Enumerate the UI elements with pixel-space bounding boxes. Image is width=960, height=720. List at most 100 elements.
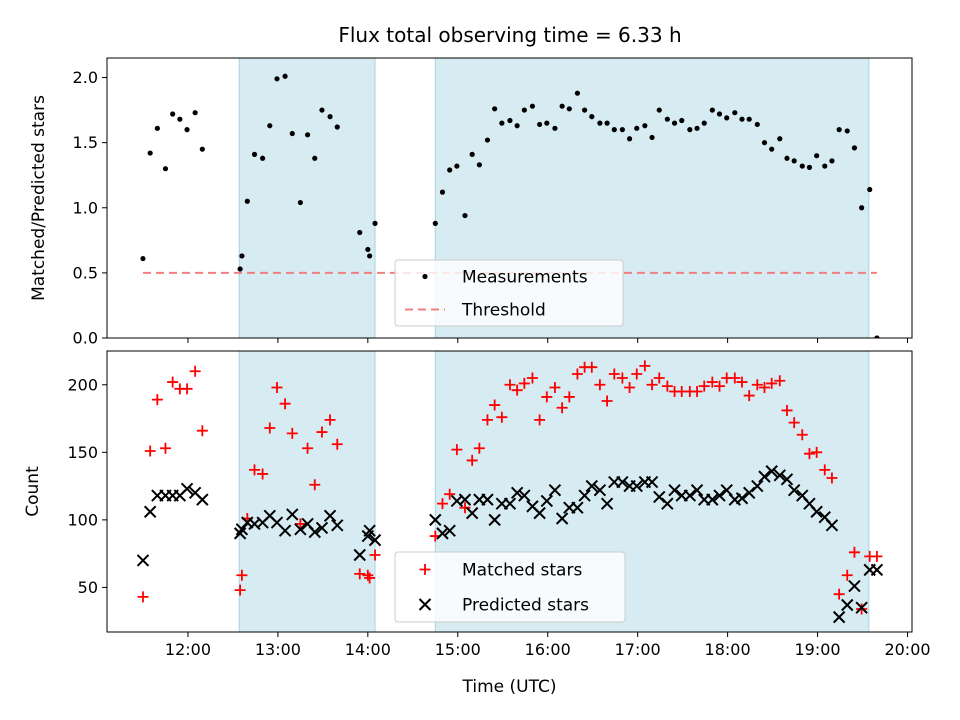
predicted-star-point [315, 521, 329, 535]
matched-star-point [541, 391, 553, 403]
matched-star-point [766, 377, 778, 389]
x-tick-label: 20:00 [884, 640, 930, 659]
matched-star-point [803, 448, 815, 460]
matched-star-point [309, 479, 321, 491]
measurement-point [709, 107, 715, 113]
predicted-star-point [593, 483, 607, 497]
predicted-star-point [143, 505, 157, 518]
legend-marker-x [418, 598, 432, 611]
measurement-point [184, 127, 190, 133]
measurement-point [140, 255, 146, 262]
measurement-point [874, 335, 880, 338]
matched-star-point [504, 379, 516, 391]
y-tick-label: 200 [67, 375, 98, 394]
measurement-point [357, 229, 363, 236]
matched-star-point [571, 368, 583, 380]
matched-star-point [459, 502, 471, 514]
measurement-point [499, 120, 505, 126]
measurement-point [170, 111, 176, 117]
measurement-point [769, 146, 775, 152]
measurement-point [822, 163, 828, 169]
legend-marker-plus [419, 564, 431, 575]
measurement-point [656, 107, 662, 113]
legend-label: Predicted stars [462, 596, 589, 616]
predicted-star-point [645, 475, 659, 489]
matched-star-point [751, 379, 763, 391]
measurement-point [334, 124, 340, 130]
matched-star-point [774, 375, 786, 387]
predicted-star-point [458, 493, 472, 506]
matched-star-point [833, 588, 845, 600]
measurement-point [671, 120, 678, 126]
matched-star-point [594, 379, 606, 391]
measurement-point [289, 130, 295, 137]
measurement-point [814, 153, 820, 159]
measurement-point [372, 220, 378, 226]
predicted-star-point [810, 505, 823, 518]
matched-star-point [279, 398, 291, 410]
y-tick-label: 150 [67, 443, 98, 462]
measurement-point [829, 158, 835, 164]
matched-star-point [137, 591, 149, 603]
matched-star-point [616, 372, 628, 384]
matched-star-point [639, 360, 651, 372]
bottom-axes-frame [106, 350, 913, 633]
measurement-point [851, 145, 858, 151]
measurement-point [867, 186, 873, 193]
legend-label: Threshold [461, 301, 546, 321]
predicted-star-point [429, 513, 442, 527]
predicted-star-point [713, 489, 726, 502]
matched-star-point [624, 381, 636, 393]
matched-star-point [511, 384, 523, 396]
predicted-star-point [571, 501, 584, 514]
measurement-point [312, 155, 318, 161]
predicted-star-point [555, 512, 569, 525]
measurement-point [439, 189, 446, 195]
measurement-point [844, 128, 850, 134]
matched-star-point [586, 361, 598, 373]
measurement-point [365, 246, 371, 253]
predicted-star-point [136, 554, 150, 567]
measurement-point [521, 107, 527, 113]
measurement-point [274, 76, 280, 82]
predicted-star-point [548, 483, 562, 497]
predicted-star-point [758, 470, 771, 483]
top-x-ticks [187, 338, 909, 343]
matched-star-point [234, 584, 246, 596]
predicted-star-point [870, 563, 884, 577]
y-tick-label: 50 [78, 578, 98, 597]
x-tick-label: 19:00 [795, 640, 841, 659]
predicted-star-point [765, 465, 778, 478]
measurement-point [154, 125, 160, 131]
matched-star-point [249, 464, 261, 476]
predicted-star-point [481, 493, 494, 506]
shaded-band-1 [238, 57, 376, 339]
bottom-y-ticks: 50 100 150 200 [67, 375, 107, 597]
bottom-y-axis-label: Count [23, 466, 43, 517]
bottom-legend: Matched stars Predicted stars [394, 551, 626, 623]
measurement-point [552, 125, 558, 131]
measurement-point [529, 103, 536, 109]
predicted-star-point [363, 524, 376, 537]
matched-star-point [316, 426, 328, 438]
measurement-point [604, 120, 610, 126]
measurement-point [237, 266, 243, 272]
predicted-star-point [683, 489, 697, 502]
measurement-point [619, 127, 625, 133]
predicted-star-point [180, 482, 194, 496]
matched-star-point [466, 454, 478, 466]
measurement-point [761, 140, 768, 146]
predicted-star-point [848, 579, 861, 593]
measurement-point [454, 163, 460, 169]
predicted-star-point [841, 598, 854, 612]
predicted-star-point [443, 524, 456, 537]
predicted-star-point [233, 527, 247, 540]
measurement-point [492, 106, 498, 112]
predicted-star-point [294, 523, 307, 536]
measurement-point [859, 205, 865, 211]
measurement-point [260, 155, 266, 161]
predicted-star-point [436, 527, 449, 540]
matched-star-point [631, 368, 643, 380]
measurement-point [611, 127, 617, 133]
